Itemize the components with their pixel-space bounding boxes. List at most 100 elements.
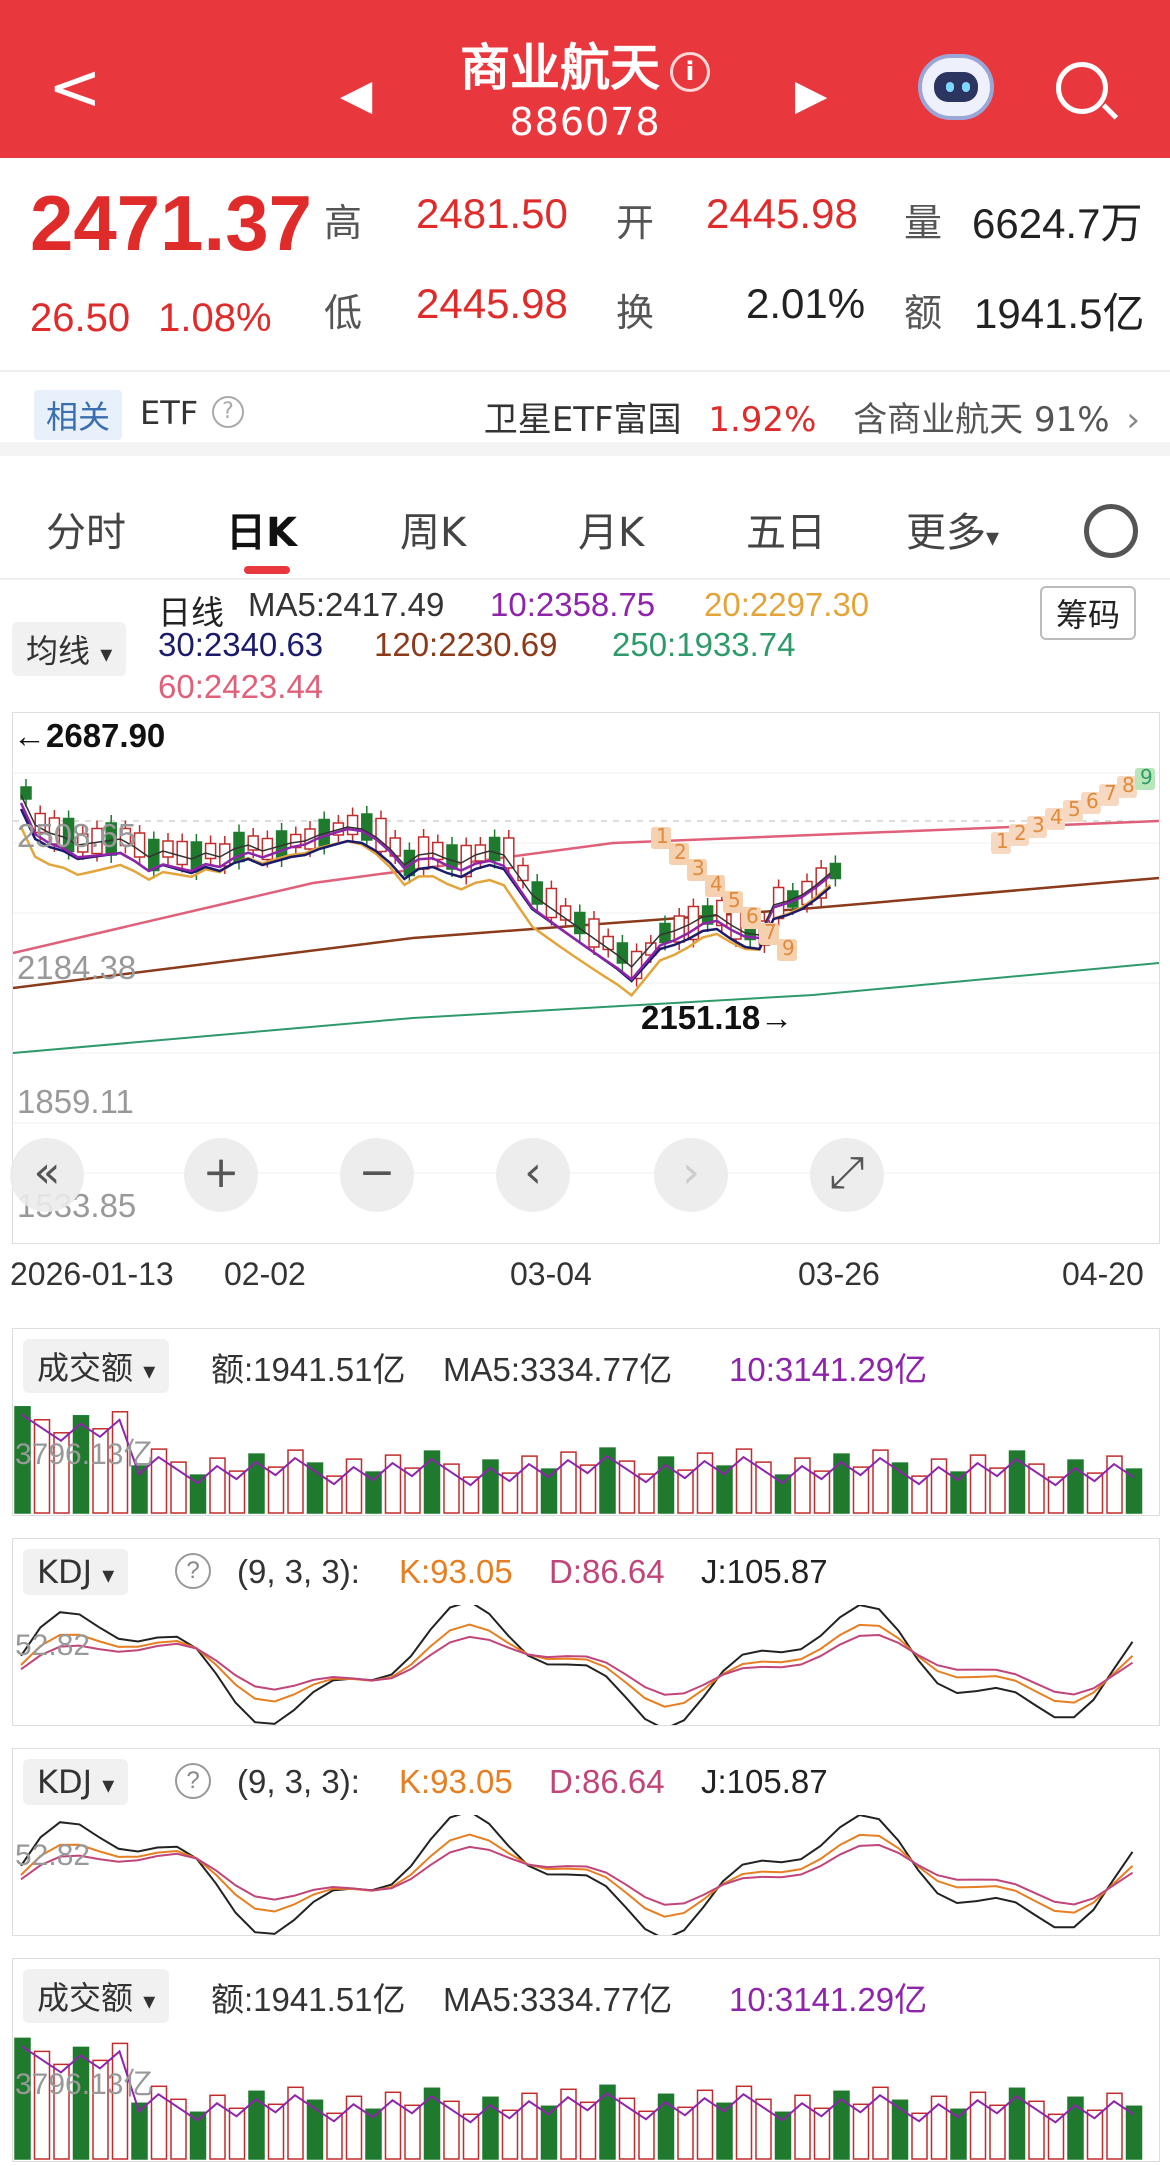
- ma5-value: MA5:2417.49: [248, 586, 445, 623]
- tab-weekly-k[interactable]: 周K: [400, 510, 467, 556]
- amount-bar: [833, 2090, 850, 2160]
- amount-bar: [891, 1462, 909, 1514]
- kdj-k-line: [20, 1833, 1134, 1918]
- td-marker-label: 1: [996, 829, 1009, 853]
- fullscreen-button[interactable]: ⤢: [810, 1138, 884, 1212]
- kdj-d: D:86.64: [549, 1763, 665, 1800]
- tab-monthly-k[interactable]: 月K: [578, 510, 645, 556]
- amount-bar: [657, 2093, 675, 2160]
- kdj-d-line: [20, 1634, 1134, 1696]
- amount-bar: [774, 2111, 792, 2160]
- candle-body: [247, 835, 259, 851]
- amount-bar: [287, 2086, 304, 2160]
- quote-panel: 2471.37 26.50 1.08% 高 2481.50 开 2445.98 量…: [0, 158, 1170, 370]
- kdj-y-label: 52.82: [15, 1839, 91, 1872]
- amount-bar: [540, 1468, 558, 1514]
- zoom-out-button[interactable]: −: [340, 1138, 414, 1212]
- dropdown-arrow-icon: ▾: [102, 1771, 115, 1799]
- amount-bar: [1125, 1468, 1143, 1514]
- amount-bar: [969, 1454, 987, 1514]
- next-stock-icon[interactable]: ▶: [795, 70, 828, 119]
- help-icon[interactable]: ?: [212, 396, 244, 428]
- kdj-help-icon[interactable]: ?: [175, 1763, 211, 1799]
- amount-bar: [1067, 2096, 1084, 2160]
- robot-assistant-icon[interactable]: [918, 54, 994, 120]
- amount-bar: [501, 2109, 519, 2160]
- amount-bar: [638, 1473, 655, 1514]
- kdj-help-icon[interactable]: ?: [175, 1553, 211, 1589]
- scroll-left-button[interactable]: ‹: [496, 1138, 570, 1212]
- td-marker: [1099, 784, 1119, 806]
- scroll-start-button[interactable]: «: [10, 1138, 84, 1212]
- kdj-params: (9, 3, 3):: [237, 1553, 360, 1590]
- kdj-panel-2[interactable]: KDJ ▾ ? (9, 3, 3): K:93.05 D:86.64 J:105…: [12, 1748, 1160, 1936]
- td-marker-label: 5: [728, 888, 741, 912]
- ma5-line: [20, 794, 831, 969]
- amount-bar: [111, 1411, 129, 1514]
- kdj-dropdown[interactable]: KDJ ▾: [23, 1549, 129, 1595]
- ma60-value: 60:2423.44: [158, 668, 324, 705]
- candle-body: [602, 935, 614, 951]
- info-icon[interactable]: i: [670, 51, 710, 92]
- tab-five-day[interactable]: 五日: [746, 510, 826, 556]
- kdj-dropdown-label: KDJ: [37, 1553, 93, 1591]
- candle-body: [346, 814, 359, 836]
- amount-bar: [813, 1470, 831, 1514]
- amount-bar: [131, 1465, 148, 1514]
- change-percent: 1.08%: [158, 296, 272, 340]
- amount-bar: [618, 2097, 636, 2160]
- kdj-dropdown[interactable]: KDJ ▾: [23, 1759, 129, 1805]
- td-marker-label: 7: [1104, 781, 1117, 805]
- amount-dropdown[interactable]: 成交额 ▾: [23, 1969, 170, 2023]
- td-marker: [741, 907, 761, 929]
- amount-bar: [72, 1415, 90, 1514]
- amount-bar: [306, 2099, 324, 2160]
- amount-panel[interactable]: 成交额 ▾ 额:1941.51亿 MA5:3334.77亿 10:3141.29…: [12, 1328, 1160, 1516]
- amount-panel-2[interactable]: 成交额 ▾ 额:1941.51亿 MA5:3334.77亿 10:3141.29…: [12, 1958, 1160, 2162]
- td-marker: [1027, 816, 1047, 838]
- kdj-params: (9, 3, 3):: [237, 1763, 360, 1800]
- amount-bar: [345, 2095, 363, 2160]
- amount-bar: [248, 1453, 265, 1514]
- date-label-1: 02-02: [224, 1256, 306, 1292]
- prev-stock-icon[interactable]: ◀: [340, 70, 373, 119]
- amount-bar: [404, 1467, 421, 1514]
- zoom-in-button[interactable]: +: [184, 1138, 258, 1212]
- chip-distribution-button[interactable]: 筹码: [1040, 586, 1137, 640]
- amount-ma-line: [21, 2045, 1135, 2124]
- candle-body: [616, 942, 629, 964]
- kdj-panel-1[interactable]: KDJ ▾ ? (9, 3, 3): K:93.05 D:86.64 J:105…: [12, 1538, 1160, 1726]
- td-marker-label: 9: [1140, 765, 1153, 789]
- candle-body: [531, 881, 543, 905]
- td-marker: [651, 827, 671, 849]
- tab-intraday[interactable]: 分时: [46, 510, 126, 556]
- search-icon[interactable]: [1056, 62, 1108, 114]
- related-etf-bar[interactable]: 相关 ETF ? 卫星ETF富国 1.92% 含商业航天 91% ›: [0, 370, 1170, 456]
- td-marker: [1117, 776, 1137, 798]
- amount-bar: [462, 2113, 480, 2160]
- amount-bar: [716, 1465, 733, 1514]
- ma-dropdown[interactable]: 均线 ▾: [12, 622, 127, 676]
- amount-bar: [677, 2106, 694, 2160]
- more-arrow-icon: ▾: [986, 523, 1000, 553]
- amount-bar: [150, 1448, 168, 1514]
- kdj-y-label: 52.82: [15, 1629, 91, 1662]
- settings-icon[interactable]: [1072, 492, 1150, 570]
- amount-bar: [1008, 1450, 1026, 1514]
- etf-info[interactable]: 卫星ETF富国 1.92% 含商业航天 91% ›: [484, 392, 1140, 441]
- amount-bar: [579, 2101, 597, 2160]
- amount-bar: [228, 1470, 246, 1514]
- scroll-right-button[interactable]: ›: [654, 1138, 728, 1212]
- top-bar: < ◀ 商业航天 i 886078 ▶: [0, 0, 1170, 158]
- ma250-value: 250:1933.74: [612, 626, 796, 663]
- change-value: 26.50: [30, 296, 131, 340]
- td-marker-label: 1: [656, 824, 669, 848]
- candle-body: [588, 918, 600, 948]
- candle-body: [204, 842, 217, 860]
- back-chevron-icon[interactable]: <: [48, 51, 102, 125]
- tab-more[interactable]: 更多▾: [906, 500, 999, 558]
- amount-dropdown[interactable]: 成交额 ▾: [23, 1339, 170, 1393]
- tab-daily-k[interactable]: 日K: [226, 500, 297, 574]
- amount-bar: [950, 2108, 967, 2160]
